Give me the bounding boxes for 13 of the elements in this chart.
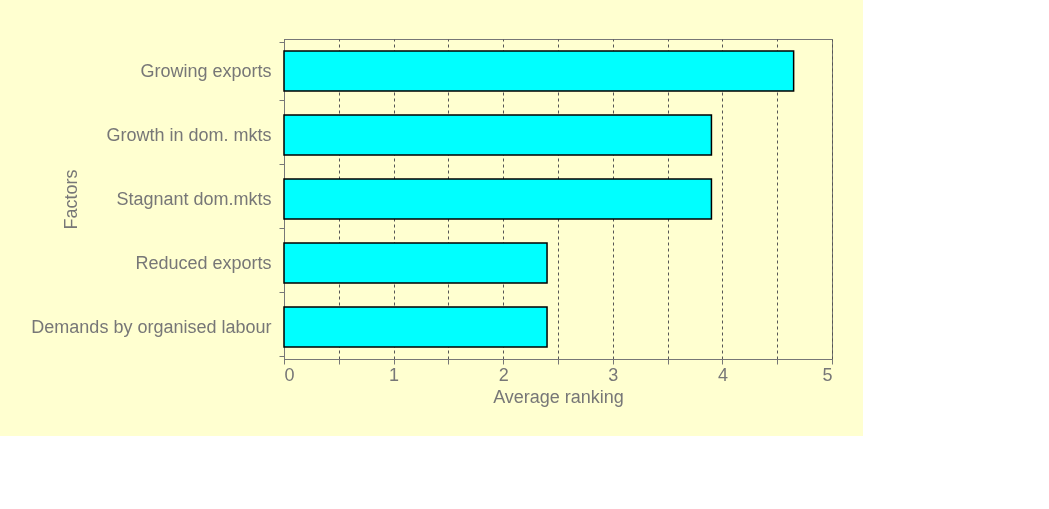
x-tick-label: 0 [284,364,295,385]
y-tick-label: Stagnant dom.mkts [116,188,272,209]
x-axis-title: Average ranking [493,386,624,407]
y-tick-label: Growth in dom. mkts [106,124,272,145]
y-tick-label: Growing exports [140,60,272,81]
x-tick-label: 4 [717,364,728,385]
x-tick-label: 5 [822,364,833,385]
x-tick-label: 3 [608,364,619,385]
x-tick-label: 2 [498,364,509,385]
y-axis-title: Factors [60,169,81,230]
y-tick-label: Demands by organised labour [31,316,272,337]
x-tick-label: 1 [389,364,400,385]
y-tick-label: Reduced exports [135,252,272,273]
